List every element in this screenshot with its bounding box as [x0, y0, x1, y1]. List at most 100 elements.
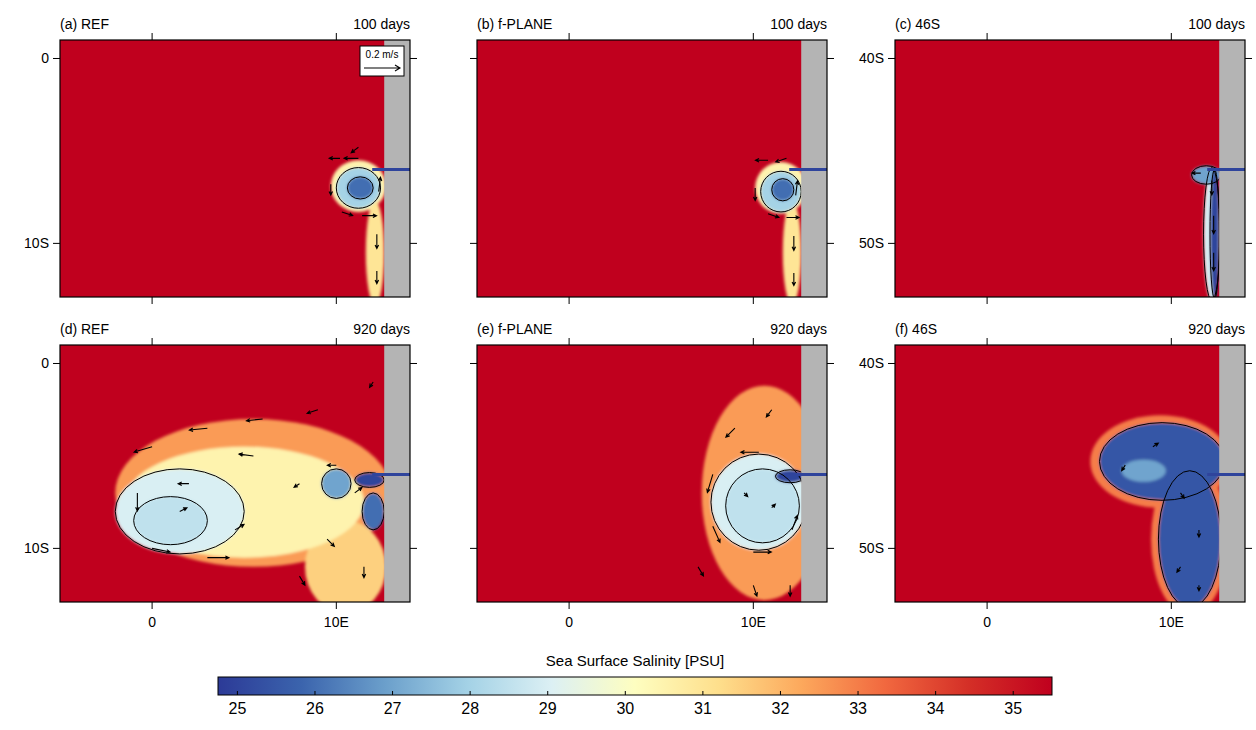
panel-title: (d) REF — [60, 321, 109, 337]
velocity-vector — [753, 188, 756, 201]
salinity-field — [1090, 415, 1230, 602]
velocity-vector — [342, 212, 353, 216]
x-tick — [753, 338, 754, 345]
x-tick — [987, 602, 988, 609]
river — [1207, 473, 1245, 476]
panel-time: 100 days — [1188, 16, 1245, 32]
contour — [1099, 423, 1224, 501]
panel-plot — [477, 345, 827, 602]
colorbar-tick-label: 34 — [927, 700, 945, 717]
y-tick-label: 0 — [41, 50, 49, 66]
colorbar-title: Sea Surface Salinity [PSU] — [546, 652, 724, 669]
y-tick — [470, 548, 477, 549]
contour — [711, 454, 807, 550]
velocity-vector — [351, 147, 358, 152]
salinity-patch — [134, 497, 208, 545]
y-tick — [53, 548, 60, 549]
contour — [775, 470, 804, 483]
colorbar-tick-label: 25 — [228, 700, 246, 717]
colorbar-tick-label: 35 — [1004, 700, 1022, 717]
contour — [322, 469, 351, 499]
velocity-vector — [327, 463, 336, 466]
velocity-vector — [362, 567, 365, 578]
velocity-vector — [329, 157, 340, 160]
velocity-vector — [1153, 443, 1158, 447]
salinity-patch — [336, 168, 380, 209]
colorbar-tick — [470, 691, 471, 695]
river — [372, 473, 410, 476]
colorbar-tick-label: 27 — [384, 700, 402, 717]
velocity-vector — [1122, 465, 1126, 470]
river — [789, 473, 827, 476]
contour — [362, 493, 384, 530]
velocity-vector — [1197, 585, 1200, 590]
velocity-vector — [180, 508, 187, 512]
colorbar-tick-label: 33 — [849, 700, 867, 717]
panel-plot — [895, 40, 1245, 297]
velocity-vector — [753, 550, 771, 553]
salinity-patch — [1158, 471, 1221, 602]
colorbar-tick-label: 30 — [616, 700, 634, 717]
x-tick — [753, 602, 754, 609]
y-tick-label: 10S — [24, 540, 49, 556]
panel-title: (f) 46S — [895, 321, 937, 337]
x-tick — [336, 602, 337, 609]
y-tick — [410, 363, 417, 364]
y-tick — [53, 363, 60, 364]
velocity-vector — [1177, 567, 1181, 572]
velocity-vector — [246, 419, 262, 422]
colorbar-tick-label: 32 — [772, 700, 790, 717]
velocity-vector — [178, 482, 189, 485]
vector-scale-label: 0.2 m/s — [366, 49, 399, 60]
x-tick — [569, 33, 570, 40]
x-tick — [1171, 338, 1172, 345]
y-tick — [410, 58, 417, 59]
salinity-patch — [783, 201, 801, 297]
panel-title: (a) REF — [60, 16, 109, 32]
y-tick — [470, 243, 477, 244]
x-tick — [569, 297, 570, 304]
y-tick — [1245, 363, 1252, 364]
y-tick — [827, 548, 834, 549]
colorbar-tick — [935, 691, 936, 695]
contour — [772, 179, 794, 201]
y-tick-label: 40S — [859, 50, 884, 66]
velocity-vector — [795, 181, 798, 195]
ocean — [60, 40, 410, 297]
velocity-vector — [772, 504, 776, 508]
velocity-vector — [294, 484, 299, 488]
y-tick-label: 50S — [859, 540, 884, 556]
x-tick — [336, 297, 337, 304]
y-tick — [470, 58, 477, 59]
frame — [477, 345, 827, 602]
velocity-vector — [776, 158, 787, 162]
colorbar-tick-label: 31 — [694, 700, 712, 717]
x-tick — [152, 338, 153, 345]
salinity-patch — [711, 454, 807, 550]
panel-title: (e) f-PLANE — [477, 321, 552, 337]
x-tick — [152, 602, 153, 609]
velocity-vector — [329, 184, 332, 195]
frame — [895, 40, 1245, 297]
velocity-vector — [235, 524, 244, 529]
velocity-vector — [1210, 181, 1213, 195]
velocity-vector — [766, 410, 771, 417]
salinity-patch — [322, 469, 351, 499]
panel-time: 100 days — [770, 16, 827, 32]
contour — [336, 168, 380, 209]
velocity-vector — [370, 382, 374, 387]
colorbar-tick-label: 29 — [539, 700, 557, 717]
colorbar-tick — [314, 691, 315, 695]
velocity-vector — [362, 214, 376, 217]
y-tick — [888, 363, 895, 364]
x-tick — [1171, 297, 1172, 304]
colorbar-tick — [392, 691, 393, 695]
contour — [1158, 471, 1221, 602]
x-tick — [987, 297, 988, 304]
salinity-field — [755, 162, 807, 297]
x-tick-label: 10E — [324, 614, 349, 630]
panel-plot — [895, 345, 1245, 602]
contour — [1204, 168, 1221, 297]
x-tick — [753, 33, 754, 40]
y-tick — [1245, 548, 1252, 549]
